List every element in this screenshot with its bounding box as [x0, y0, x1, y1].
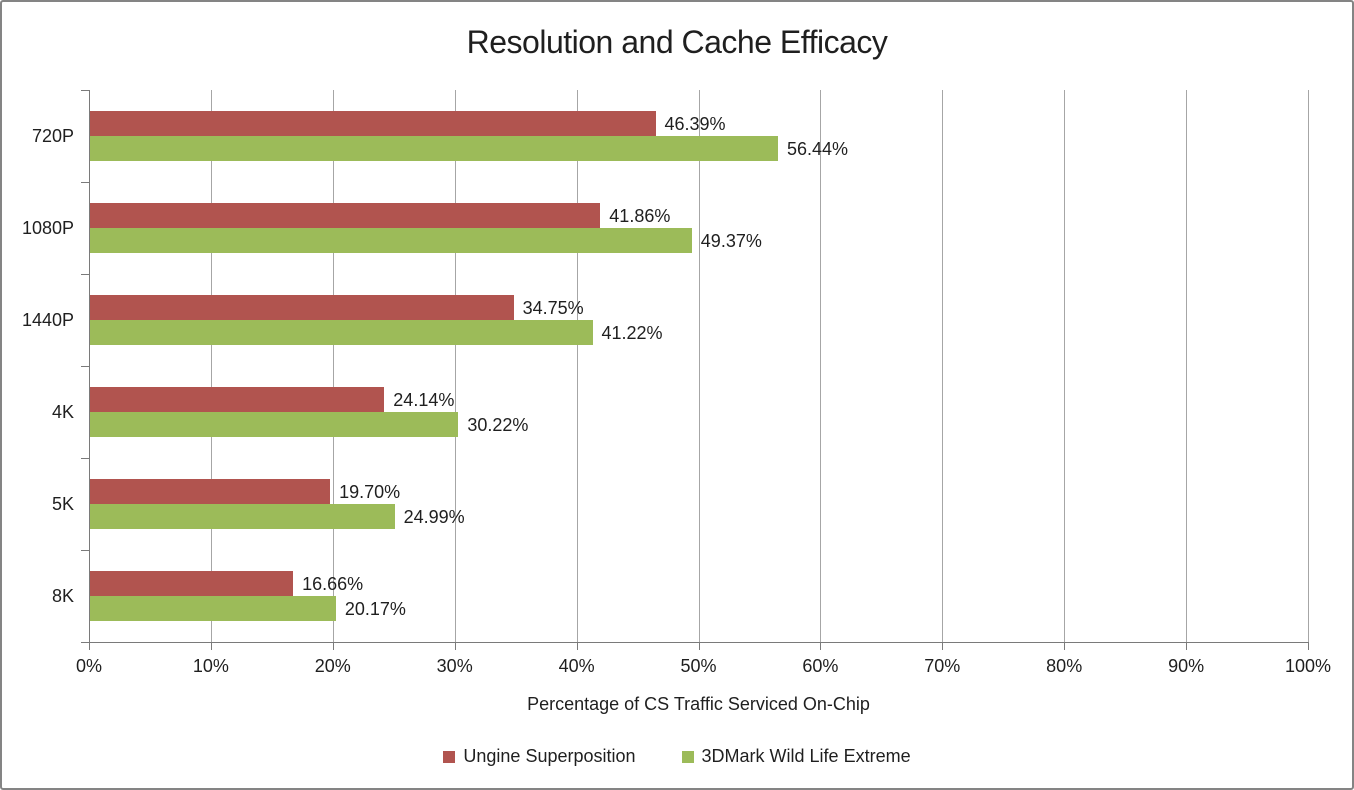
- x-axis-tick: [1064, 642, 1066, 650]
- category-label: 8K: [51, 586, 74, 606]
- x-tick-label: 20%: [314, 656, 351, 676]
- data-label: 30.22%: [467, 414, 529, 435]
- bar: [90, 504, 395, 529]
- data-label: 24.14%: [393, 389, 455, 410]
- data-label: 19.70%: [339, 481, 401, 502]
- y-axis-tick: [81, 550, 89, 551]
- y-axis-tick: [81, 182, 89, 183]
- data-label: 20.17%: [344, 598, 406, 619]
- gridline: [576, 90, 578, 642]
- legend-marker-icon: [443, 750, 456, 763]
- legend-label: 3DMark Wild Life Extreme: [701, 746, 911, 766]
- bar: [90, 596, 336, 621]
- gridline: [210, 90, 212, 642]
- x-axis-tick: [942, 642, 944, 650]
- bar: [90, 387, 385, 412]
- plot-area: 46.39% 56.44% 41.86% 49.37% 34.75% 41.22% 24.1…: [81, 90, 1309, 650]
- legend-item: 3DMark Wild Life Extreme: [681, 746, 911, 767]
- legend-marker-icon: [681, 750, 694, 763]
- gridline: [1186, 90, 1188, 642]
- legend-label: Ungine Superposition: [463, 746, 636, 766]
- category-label: 1440P: [21, 310, 74, 330]
- bar: [90, 111, 656, 136]
- y-axis-line: [89, 90, 90, 642]
- bar: [90, 320, 593, 345]
- category-label: 1080P: [21, 218, 74, 238]
- gridline: [820, 90, 822, 642]
- y-axis-tick: [81, 274, 89, 275]
- y-axis-tick: [81, 642, 89, 643]
- x-axis-tick: [576, 642, 578, 650]
- gridline: [454, 90, 456, 642]
- y-axis-tick: [81, 458, 89, 459]
- category-label: 4K: [51, 402, 74, 422]
- gridline: [942, 90, 944, 642]
- bar: [90, 479, 331, 504]
- bar: [90, 203, 601, 228]
- gridline: [332, 90, 334, 642]
- data-label: 46.39%: [664, 113, 726, 134]
- x-tick-label: 0%: [75, 656, 102, 676]
- x-axis-tick: [698, 642, 700, 650]
- bar: [90, 412, 459, 437]
- y-axis-tick: [81, 90, 89, 91]
- gridline: [1064, 90, 1066, 642]
- category-label: 5K: [51, 494, 74, 514]
- x-tick-label: 10%: [192, 656, 229, 676]
- x-axis-tick: [1186, 642, 1188, 650]
- x-axis-tick: [1308, 642, 1309, 650]
- x-tick-label: 40%: [558, 656, 595, 676]
- x-axis-title: Percentage of CS Traffic Serviced On-Chi…: [527, 694, 870, 714]
- gridline: [1308, 90, 1309, 642]
- data-label: 56.44%: [787, 138, 849, 159]
- data-label: 34.75%: [522, 297, 584, 318]
- x-tick-label: 30%: [436, 656, 473, 676]
- x-axis-tick: [332, 642, 334, 650]
- x-axis-tick: [454, 642, 456, 650]
- chart-title: Resolution and Cache Efficacy: [466, 24, 888, 60]
- legend-item: Ungine Superposition: [443, 746, 636, 767]
- x-tick-label: 60%: [802, 656, 839, 676]
- data-label: 49.37%: [700, 230, 762, 251]
- x-tick-label: 80%: [1046, 656, 1083, 676]
- data-label: 41.86%: [609, 205, 671, 226]
- x-tick-label: 90%: [1168, 656, 1205, 676]
- bar: [90, 571, 294, 596]
- y-axis-tick: [81, 366, 89, 367]
- legend: Ungine Superposition 3DMark Wild Life Ext…: [2, 746, 1352, 767]
- data-label: 16.66%: [302, 573, 364, 594]
- data-label: 24.99%: [403, 506, 465, 527]
- gridline: [698, 90, 700, 642]
- x-tick-label: 70%: [924, 656, 961, 676]
- bar: [90, 228, 692, 253]
- bar: [90, 295, 514, 320]
- category-label: 720P: [31, 126, 74, 146]
- x-axis-tick: [89, 642, 90, 650]
- data-label: 41.22%: [601, 322, 663, 343]
- bar: [90, 136, 778, 161]
- x-tick-label: 100%: [1284, 656, 1332, 676]
- x-axis-tick: [210, 642, 212, 650]
- x-tick-label: 50%: [680, 656, 717, 676]
- x-axis-tick: [820, 642, 822, 650]
